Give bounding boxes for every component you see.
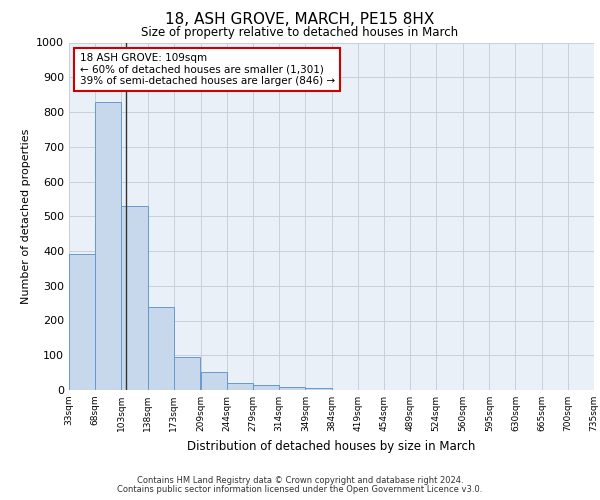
- Y-axis label: Number of detached properties: Number of detached properties: [20, 128, 31, 304]
- Bar: [200, 372, 227, 390]
- X-axis label: Distribution of detached houses by size in March: Distribution of detached houses by size …: [187, 440, 476, 452]
- Bar: [148, 306, 174, 390]
- Bar: [174, 357, 200, 390]
- Bar: [95, 102, 121, 390]
- Bar: [227, 383, 253, 390]
- Text: Size of property relative to detached houses in March: Size of property relative to detached ho…: [142, 26, 458, 39]
- Bar: [305, 388, 331, 390]
- Bar: [121, 206, 148, 390]
- Bar: [279, 387, 305, 390]
- Text: Contains public sector information licensed under the Open Government Licence v3: Contains public sector information licen…: [118, 485, 482, 494]
- Text: Contains HM Land Registry data © Crown copyright and database right 2024.: Contains HM Land Registry data © Crown c…: [137, 476, 463, 485]
- Text: 18, ASH GROVE, MARCH, PE15 8HX: 18, ASH GROVE, MARCH, PE15 8HX: [166, 12, 434, 28]
- Text: 18 ASH GROVE: 109sqm
← 60% of detached houses are smaller (1,301)
39% of semi-de: 18 ASH GROVE: 109sqm ← 60% of detached h…: [79, 53, 335, 86]
- Bar: [253, 385, 279, 390]
- Bar: [69, 254, 95, 390]
